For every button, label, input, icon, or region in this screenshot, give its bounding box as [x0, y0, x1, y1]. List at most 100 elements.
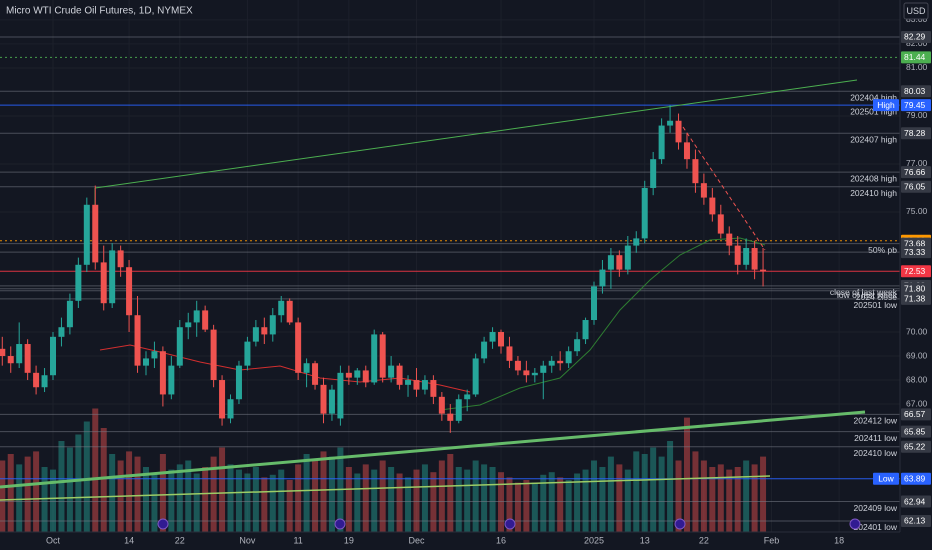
candle-body	[523, 370, 530, 376]
candle-body	[312, 363, 319, 385]
volume-bar	[235, 469, 242, 532]
price-label-box	[901, 514, 931, 527]
price-label-box	[901, 51, 931, 64]
volume-bar	[227, 464, 234, 532]
price-label: 65.85	[904, 426, 926, 436]
event-icon[interactable]	[674, 518, 686, 530]
price-label: 62.13	[904, 516, 926, 526]
volume-bar	[100, 428, 107, 532]
level-annotation: 202501 high	[850, 106, 897, 116]
volume-bar	[16, 464, 23, 532]
x-tick-label: 2025	[584, 535, 604, 545]
volume-bar	[388, 467, 395, 532]
time-axis-labels: Oct 14 22 Nov 11 19 Dec 16 2025 13 22 Feb 18	[46, 535, 844, 545]
volume-bar	[362, 464, 369, 532]
candle-body	[565, 351, 572, 364]
candle-body	[464, 394, 471, 400]
price-label: 63.89	[904, 473, 926, 483]
volume-bar	[481, 464, 488, 532]
candle-body	[362, 370, 369, 383]
candle-body	[472, 358, 479, 395]
volume-bar	[252, 467, 259, 532]
volume-bar	[24, 456, 31, 532]
price-label: 81.44	[904, 52, 926, 62]
volume-bar	[633, 451, 640, 532]
candle-body	[33, 372, 40, 388]
candle-body	[0, 348, 6, 357]
x-tick-label: Dec	[408, 535, 425, 545]
symbol-title: Micro WTI Crude Oil Futures, 1D, NYMEX	[6, 6, 193, 17]
candle-body	[168, 365, 175, 395]
currency[interactable]: USD	[906, 6, 926, 16]
trendline	[0, 410, 866, 489]
candle-body	[345, 372, 352, 378]
price-label: 66.57	[904, 409, 926, 419]
volume-bar	[489, 467, 496, 532]
candle-body	[109, 250, 116, 304]
price-label: 79.45	[904, 100, 926, 110]
candle-body	[66, 300, 73, 328]
candle-body	[227, 399, 234, 419]
candle-body	[540, 365, 547, 373]
y-tick-label: 68.00	[906, 374, 928, 384]
price-label-box	[901, 265, 931, 278]
volume-bar	[421, 464, 428, 532]
candle-body	[176, 327, 183, 366]
event-icon[interactable]	[849, 518, 861, 530]
volume-bar	[498, 472, 505, 532]
candle-body	[210, 329, 217, 381]
candle-body	[481, 341, 488, 359]
candle-body	[320, 384, 327, 414]
candle-body	[193, 310, 200, 323]
candle-body	[574, 339, 581, 352]
price-label: 73.68	[904, 238, 926, 248]
volume-bar	[514, 482, 521, 532]
volume-bar	[455, 467, 462, 532]
price-axis-labels: 83.0082.0081.0079.0077.0075.0070.0069.00…	[873, 14, 931, 527]
candle-body	[303, 363, 310, 373]
volume-bar	[726, 469, 733, 532]
candle-body	[599, 269, 606, 287]
candle-body	[489, 332, 496, 342]
volume-bar	[244, 473, 251, 532]
volume-bar	[760, 456, 767, 532]
volume-bar	[413, 469, 420, 532]
price-tag: High	[877, 100, 895, 110]
volume-bar	[269, 474, 276, 532]
volume-bar	[168, 469, 175, 532]
price-label-box	[901, 408, 931, 421]
volume-bar	[667, 441, 674, 532]
currency-button[interactable]	[903, 2, 929, 20]
event-icon[interactable]	[504, 518, 516, 530]
candle-body	[235, 365, 242, 400]
event-icon[interactable]	[157, 518, 169, 530]
volume-bar	[700, 460, 707, 532]
volume-bar	[83, 421, 90, 532]
trendline	[682, 126, 766, 251]
candle-body	[16, 344, 23, 364]
candle-body	[633, 238, 640, 246]
event-icon[interactable]	[334, 518, 346, 530]
candle-body	[75, 264, 82, 301]
candle-body	[83, 204, 90, 265]
candle-body	[447, 413, 454, 421]
candle-body	[134, 315, 141, 366]
volume-bar	[531, 482, 538, 532]
candle-body	[430, 380, 437, 397]
level-annotation: 202501 low	[854, 300, 898, 310]
candle-body	[717, 214, 724, 234]
level-annotation: 202411 low	[854, 433, 898, 443]
volume-bar	[565, 480, 572, 532]
volume-bar	[658, 456, 665, 532]
candle-body	[92, 204, 99, 263]
candle-body	[50, 336, 57, 376]
price-label-box	[901, 166, 931, 179]
y-tick-label: 77.00	[906, 158, 928, 168]
candle-body	[709, 197, 716, 215]
candle-body	[548, 360, 555, 366]
volume-bar	[582, 469, 589, 532]
volume-bar	[159, 454, 166, 532]
candle-body	[379, 334, 386, 378]
price-label-box	[901, 127, 931, 140]
